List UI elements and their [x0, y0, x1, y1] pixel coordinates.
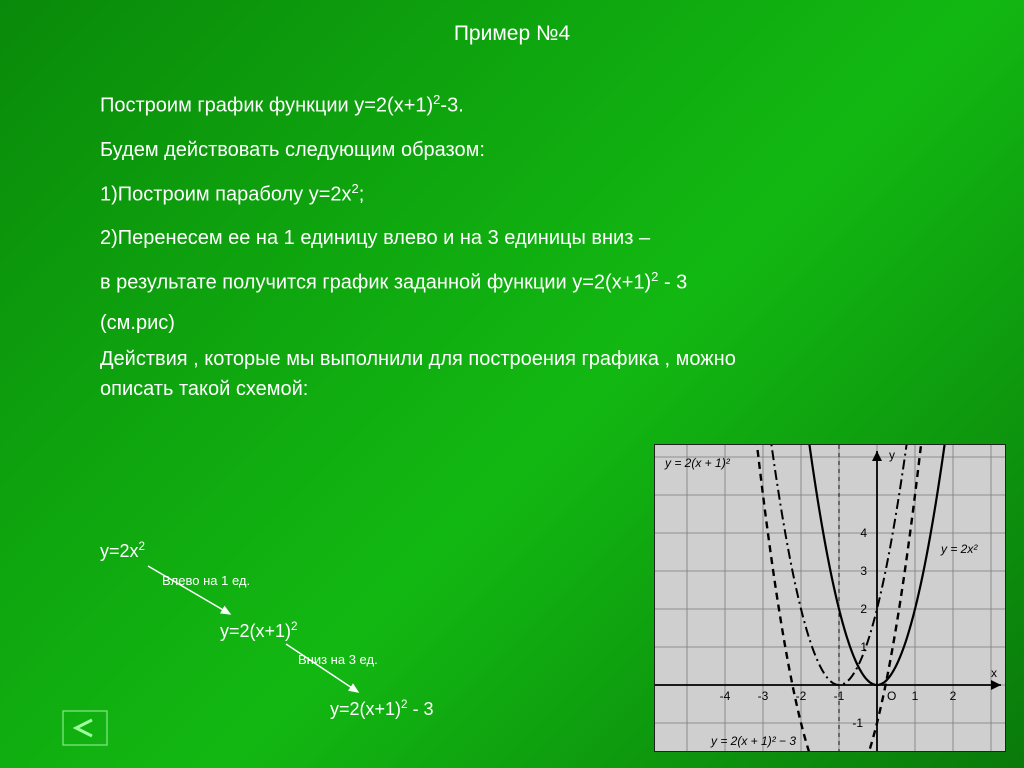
text-step1-a: 1)Построим параболу у=2х	[100, 183, 352, 205]
svg-text:O: O	[887, 689, 896, 703]
graph-svg: -4-3-2-112-11234Oxyy = 2x²y = 2(x + 1)²y…	[655, 445, 1005, 751]
text-step1: 1)Построим параболу у=2х2;	[100, 179, 984, 210]
svg-text:2: 2	[950, 689, 957, 703]
flow-edge-label: Вниз на 3 ед.	[298, 652, 378, 667]
nav-back-button[interactable]	[62, 710, 108, 746]
text-intro-b: -3.	[440, 95, 463, 117]
svg-text:1: 1	[912, 689, 919, 703]
text-result-b: - 3	[658, 272, 687, 294]
svg-text:-3: -3	[758, 689, 769, 703]
text-step2: 2)Перенесем ее на 1 единицу влево и на 3…	[100, 223, 984, 253]
svg-text:y = 2x²: y = 2x²	[940, 542, 978, 556]
sup-2: 2	[352, 181, 359, 196]
text-result-2: (см.рис)	[100, 308, 984, 338]
svg-text:-4: -4	[720, 689, 731, 703]
svg-text:2: 2	[860, 602, 867, 616]
slide-root: Пример №4 Построим график функции у=2(х+…	[0, 0, 1024, 768]
svg-text:-1: -1	[852, 716, 863, 730]
text-step1-b: ;	[359, 183, 365, 205]
text-result-1: в результате получится график заданной ф…	[100, 267, 984, 298]
text-method: Будем действовать следующим образом:	[100, 135, 984, 165]
graph-figure: -4-3-2-112-11234Oxyy = 2x²y = 2(x + 1)²y…	[654, 444, 1006, 752]
svg-text:-2: -2	[796, 689, 807, 703]
svg-text:x: x	[991, 666, 997, 680]
flow-diagram: у=2х2у=2(х+1)2у=2(х+1)2 - 3Влево на 1 ед…	[100, 540, 550, 740]
text-note: Действия , которые мы выполнили для пост…	[100, 344, 740, 404]
slide-title: Пример №4	[40, 22, 984, 46]
back-arrow-icon	[62, 710, 108, 746]
svg-text:y = 2(x + 1)²: y = 2(x + 1)²	[664, 456, 731, 470]
svg-text:y: y	[889, 448, 895, 462]
svg-text:y = 2(x + 1)² − 3: y = 2(x + 1)² − 3	[710, 734, 796, 748]
flow-arrow	[100, 540, 550, 740]
svg-text:4: 4	[860, 526, 867, 540]
text-intro-a: Построим график функции у=2(х+1)	[100, 95, 433, 117]
text-intro: Построим график функции у=2(х+1)2-3.	[100, 90, 984, 121]
svg-text:3: 3	[860, 564, 867, 578]
text-result-a: в результате получится график заданной ф…	[100, 272, 651, 294]
svg-text:1: 1	[860, 640, 867, 654]
